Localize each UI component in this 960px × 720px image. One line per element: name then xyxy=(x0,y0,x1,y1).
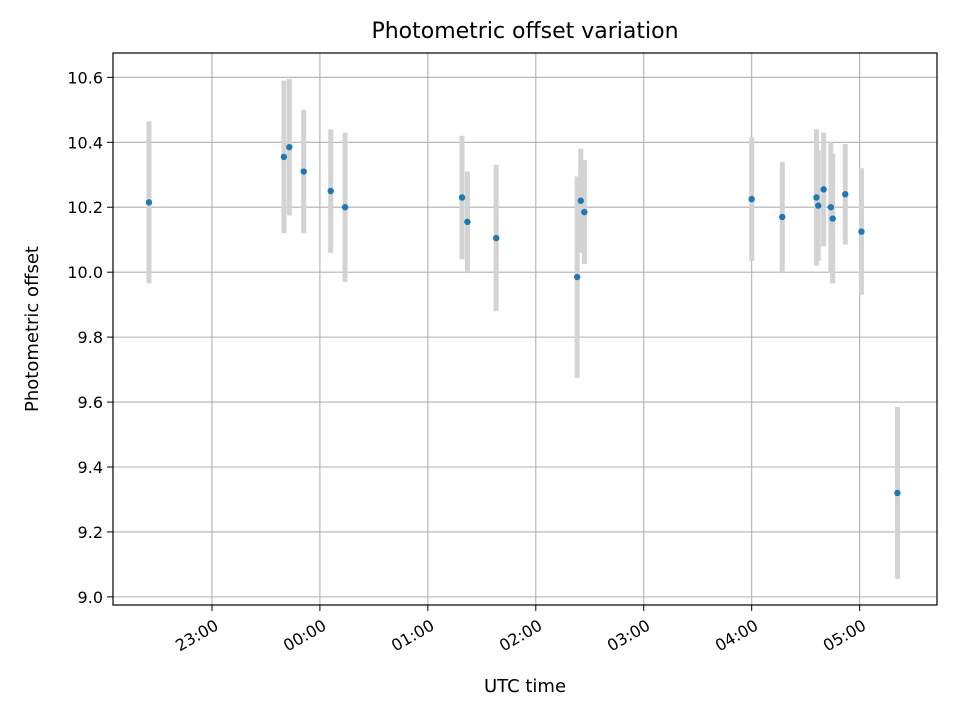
y-axis-ticks: 9.0 9.2 9.4 9.6 9.8 10.0 10.2 10.4 10.6 xyxy=(67,68,113,607)
data-points xyxy=(145,143,901,497)
data-point xyxy=(286,143,293,151)
y-axis-label: Photometric offset xyxy=(22,246,43,412)
data-point xyxy=(280,153,288,161)
y-tick-label: 9.0 xyxy=(78,588,103,607)
y-tick-label: 9.8 xyxy=(78,328,103,347)
data-point xyxy=(327,187,334,195)
data-point xyxy=(827,204,835,211)
data-point xyxy=(577,197,584,204)
data-point xyxy=(779,213,786,221)
data-point xyxy=(464,218,471,226)
y-tick-label: 10.4 xyxy=(67,133,103,152)
data-point xyxy=(829,215,836,222)
data-point xyxy=(858,228,865,235)
data-point xyxy=(145,199,153,206)
y-tick-label: 9.6 xyxy=(78,393,103,412)
data-point xyxy=(820,186,827,193)
data-point xyxy=(813,194,820,201)
y-tick-label: 9.2 xyxy=(78,523,103,542)
data-point xyxy=(748,195,755,203)
x-axis-label: UTC time xyxy=(484,676,566,697)
chart-title: Photometric offset variation xyxy=(371,19,678,44)
data-point xyxy=(842,191,849,198)
data-point xyxy=(573,273,581,281)
plot-frame xyxy=(112,52,938,606)
data-point xyxy=(341,204,349,211)
data-point xyxy=(493,234,500,242)
y-tick-label: 10.6 xyxy=(67,68,103,87)
data-point xyxy=(894,489,901,497)
y-tick-label: 10.0 xyxy=(67,263,103,282)
data-point xyxy=(458,194,466,201)
y-tick-label: 9.4 xyxy=(78,458,103,477)
y-tick-label: 10.2 xyxy=(67,198,103,217)
data-point xyxy=(581,208,588,216)
data-point xyxy=(300,168,307,175)
data-point xyxy=(815,202,822,209)
